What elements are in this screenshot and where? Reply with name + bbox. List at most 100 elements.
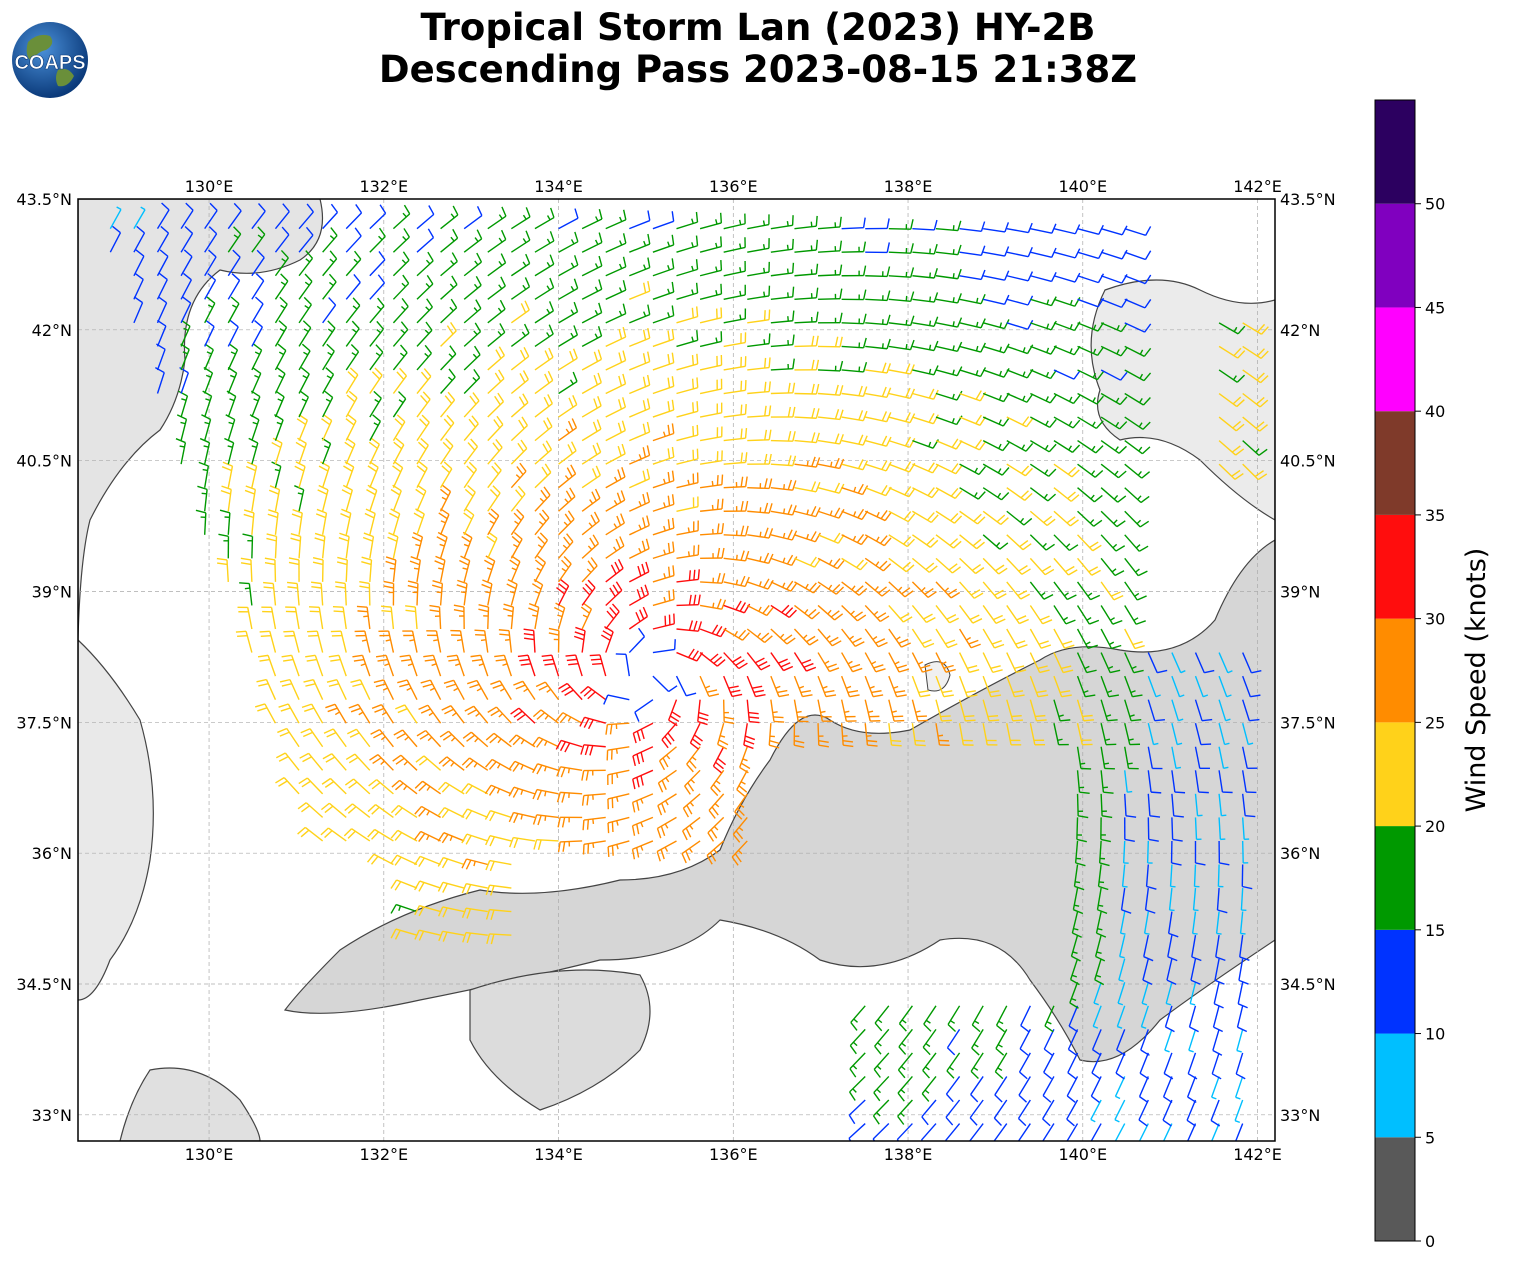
wind-barb bbox=[264, 557, 277, 582]
wind-barb bbox=[558, 464, 577, 489]
wind-barb bbox=[392, 367, 408, 394]
wind-barb bbox=[237, 606, 253, 630]
wind-barb bbox=[581, 349, 603, 371]
wind-barb bbox=[958, 699, 976, 722]
wind-barb bbox=[770, 310, 795, 324]
wind-barb bbox=[865, 386, 892, 398]
lon-tick-label-bottom: 138°E bbox=[884, 1145, 933, 1164]
wind-barb bbox=[697, 699, 709, 726]
wind-barb bbox=[283, 630, 300, 653]
wind-barb bbox=[257, 654, 277, 677]
wind-barb bbox=[1235, 1052, 1246, 1080]
wind-barb bbox=[440, 368, 456, 394]
wind-barb bbox=[463, 508, 475, 536]
wind-barb bbox=[840, 675, 860, 698]
wind-barb bbox=[1124, 699, 1142, 722]
wind-barb bbox=[487, 206, 507, 230]
wind-barb bbox=[263, 581, 277, 606]
wind-barb bbox=[652, 589, 675, 607]
colorbar-label: Wind Speed (knots) bbox=[1461, 548, 1492, 813]
wind-barb bbox=[747, 285, 771, 300]
wind-barb bbox=[1124, 463, 1151, 479]
wind-barb bbox=[864, 581, 891, 597]
wind-barb bbox=[1193, 864, 1200, 888]
wind-barb bbox=[652, 234, 675, 253]
wind-barb bbox=[397, 679, 418, 700]
wind-barb bbox=[1124, 793, 1137, 818]
wind-barb bbox=[634, 699, 654, 722]
wind-barb bbox=[1124, 628, 1145, 650]
wind-barb bbox=[1239, 911, 1246, 935]
wind-barb bbox=[874, 1005, 890, 1032]
wind-barb bbox=[1076, 770, 1090, 795]
wind-barb bbox=[390, 928, 418, 940]
wind-barb bbox=[463, 392, 480, 418]
wind-barb bbox=[1241, 864, 1253, 890]
wind-barb bbox=[294, 461, 306, 488]
wind-barb bbox=[817, 628, 842, 647]
wind-barb bbox=[133, 206, 146, 230]
wind-barb bbox=[994, 1076, 1008, 1103]
wind-barb bbox=[605, 513, 626, 536]
wind-barb bbox=[581, 255, 603, 277]
wind-barb bbox=[1006, 628, 1028, 649]
wind-barb bbox=[490, 680, 512, 701]
wind-barb bbox=[794, 359, 820, 371]
wind-barb bbox=[652, 328, 675, 348]
wind-barb bbox=[1053, 557, 1078, 576]
wind-barb bbox=[1218, 652, 1233, 674]
wind-barb bbox=[632, 746, 654, 767]
wind-barb bbox=[935, 534, 962, 549]
wind-barb bbox=[959, 293, 986, 305]
wind-barb bbox=[841, 604, 867, 622]
lat-tick-label-left: 37.5°N bbox=[16, 713, 72, 732]
wind-barb bbox=[274, 296, 288, 324]
wind-barb bbox=[415, 755, 442, 771]
wind-barb bbox=[556, 578, 570, 606]
wind-barb bbox=[707, 816, 725, 842]
wind-barb bbox=[1218, 416, 1245, 432]
wind-barb bbox=[631, 816, 654, 836]
wind-barb bbox=[414, 880, 441, 892]
wind-barb bbox=[361, 556, 373, 582]
wind-barb bbox=[982, 343, 1010, 354]
wind-barb bbox=[699, 402, 723, 418]
wind-barb bbox=[1006, 247, 1033, 258]
wind-barb bbox=[579, 716, 606, 730]
wind-barb bbox=[461, 808, 489, 820]
wind-barb bbox=[301, 703, 324, 724]
wind-barb bbox=[180, 202, 194, 230]
wind-barb bbox=[849, 1028, 866, 1055]
wind-barb bbox=[315, 508, 328, 535]
wind-barb bbox=[994, 1052, 1008, 1080]
wind-barb bbox=[556, 791, 583, 803]
wind-barb bbox=[959, 342, 986, 353]
wind-barb bbox=[487, 462, 502, 489]
wind-barb bbox=[345, 343, 360, 371]
wind-barb bbox=[204, 343, 214, 371]
wind-barb bbox=[267, 509, 279, 535]
wind-barb bbox=[1094, 958, 1105, 986]
wind-barb bbox=[958, 652, 980, 673]
wind-barb bbox=[682, 816, 701, 841]
wind-barb bbox=[817, 507, 845, 519]
wind-barb bbox=[605, 443, 626, 465]
wind-barb bbox=[392, 754, 418, 771]
wind-barb bbox=[1120, 887, 1132, 914]
wind-barb bbox=[581, 442, 602, 465]
wind-barb bbox=[487, 276, 506, 300]
wind-barb bbox=[558, 487, 576, 512]
wind-barb bbox=[534, 394, 553, 418]
wind-barb bbox=[865, 362, 892, 374]
wind-barb bbox=[1043, 1052, 1055, 1080]
wind-barb bbox=[1218, 770, 1233, 794]
wind-barb bbox=[770, 580, 798, 592]
wind-barb bbox=[221, 461, 234, 488]
wind-barb bbox=[770, 238, 794, 253]
wind-barb bbox=[1029, 628, 1052, 649]
wind-barb bbox=[1236, 1005, 1248, 1033]
wind-barb bbox=[629, 468, 651, 489]
wind-barb bbox=[461, 833, 488, 845]
wind-barb bbox=[629, 492, 651, 512]
wind-barb bbox=[794, 456, 821, 468]
